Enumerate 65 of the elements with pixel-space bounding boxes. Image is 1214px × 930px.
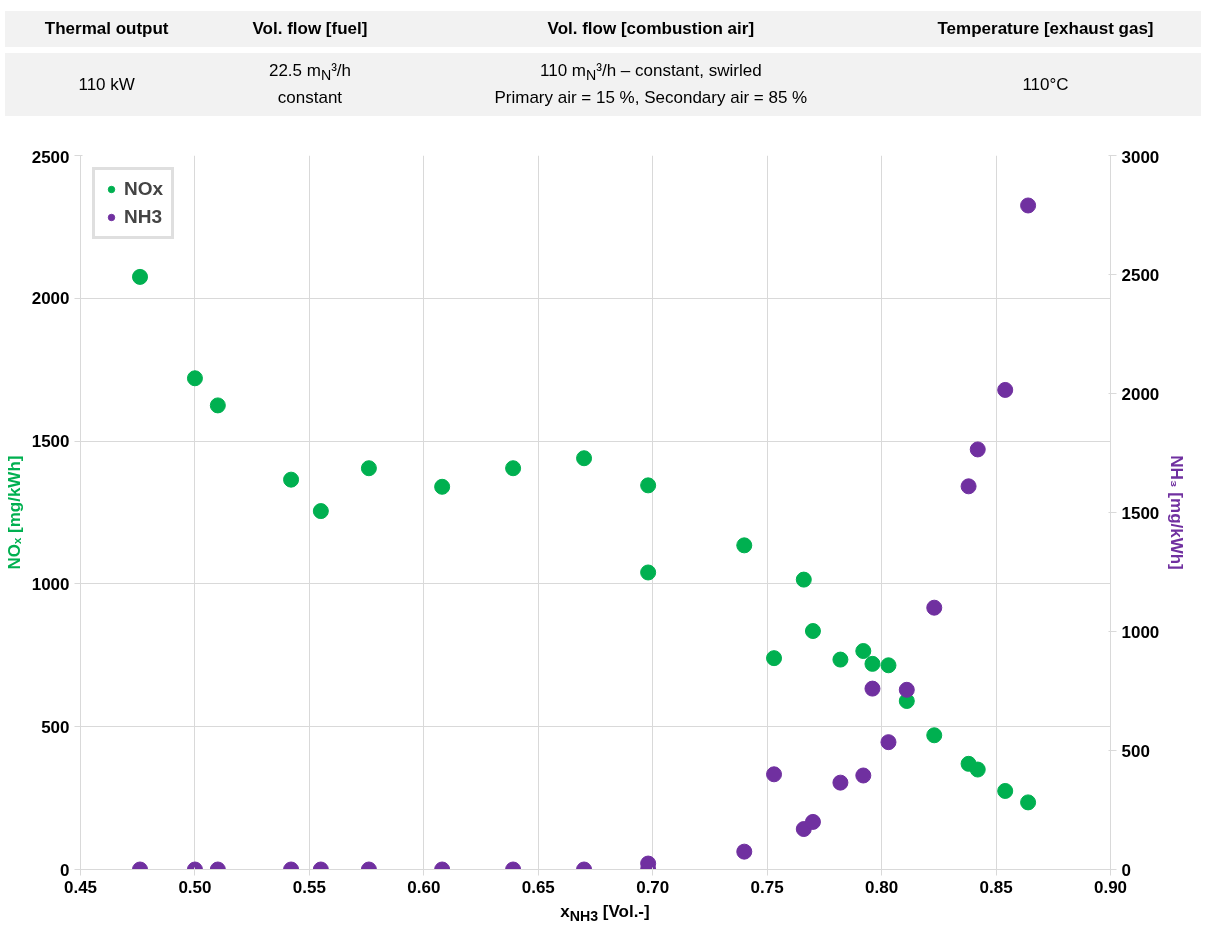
table-cell-text: Vol. flow [fuel] [251, 18, 369, 40]
x-tick-label: 0.60 [407, 877, 441, 897]
y2-tick-label: 3000 [1121, 147, 1160, 167]
legend-label: NOx [124, 178, 164, 200]
point [864, 680, 881, 697]
point [766, 650, 783, 667]
table-cell-text: 110 kW [77, 73, 136, 96]
x-tick-label: 0.90 [1093, 877, 1128, 897]
y-tick-label: 2500 [31, 147, 70, 167]
y-tick-label: 2000 [31, 289, 70, 309]
point [969, 761, 986, 778]
point [1020, 794, 1037, 811]
y-axis-title: NOₓ [mg/kWh] [4, 455, 24, 570]
point [640, 477, 657, 494]
x-tick-label: 0.75 [750, 877, 784, 897]
point [855, 643, 872, 659]
point [505, 460, 522, 477]
table-cell-text: Temperature [exhaust gas] [936, 18, 1155, 40]
point [209, 397, 226, 414]
point [926, 599, 943, 616]
y2-tick-label: 500 [1121, 741, 1150, 761]
y-tick-label: 500 [41, 717, 70, 737]
point [132, 268, 149, 285]
x-tick-label: 0.65 [521, 877, 555, 897]
y2-tick-label: 1000 [1121, 622, 1160, 642]
point [926, 727, 943, 744]
point [312, 503, 329, 520]
point [997, 381, 1014, 398]
point [898, 681, 915, 698]
x-tick-label: 0.55 [292, 877, 326, 897]
x-tick-label: 0.50 [178, 877, 212, 897]
point [832, 651, 849, 668]
point [969, 441, 986, 458]
table-cell-text: 110 m$_{N}$³/h – constant, swirled Primary air = 15 %, Secondary air = 85 % [493, 60, 809, 109]
y-tick-label: 1000 [31, 574, 70, 594]
y2-tick-label: 2500 [1121, 265, 1160, 285]
y2-tick-label: 1500 [1121, 503, 1160, 523]
y2-tick-label: 2000 [1121, 384, 1160, 404]
y-tick-label: 1500 [31, 432, 70, 452]
point [960, 478, 977, 495]
table-cell-text: 22.5 m$_{N}$³/h constant [267, 60, 352, 109]
point [283, 471, 300, 488]
point [186, 370, 203, 387]
x-tick-label: 0.70 [636, 877, 670, 897]
point [640, 564, 657, 581]
point [880, 657, 897, 674]
point [864, 655, 881, 672]
legend-label: NH3 [124, 206, 163, 228]
y-tick-label: 0 [60, 860, 70, 880]
point [997, 782, 1014, 799]
x-tick-label: 0.80 [865, 877, 899, 897]
y2-tick-label: 0 [1121, 860, 1131, 880]
table-cell-text: 110°C [1021, 73, 1070, 96]
y2-axis-title: NH₃ [mg/kWh] [1167, 455, 1187, 570]
point [736, 537, 753, 554]
point [804, 623, 821, 640]
point [795, 571, 812, 588]
point [360, 460, 377, 477]
table-cell-text: Thermal output [43, 18, 170, 40]
table-cell-text: Vol. flow [combustion air] [546, 18, 756, 40]
point [576, 450, 593, 467]
x-axis-title: x$_{NH3}$ [Vol.-] [559, 901, 651, 927]
point [434, 478, 451, 495]
x-tick-label: 0.85 [979, 877, 1013, 897]
x-tick-label: 0.45 [63, 877, 98, 897]
